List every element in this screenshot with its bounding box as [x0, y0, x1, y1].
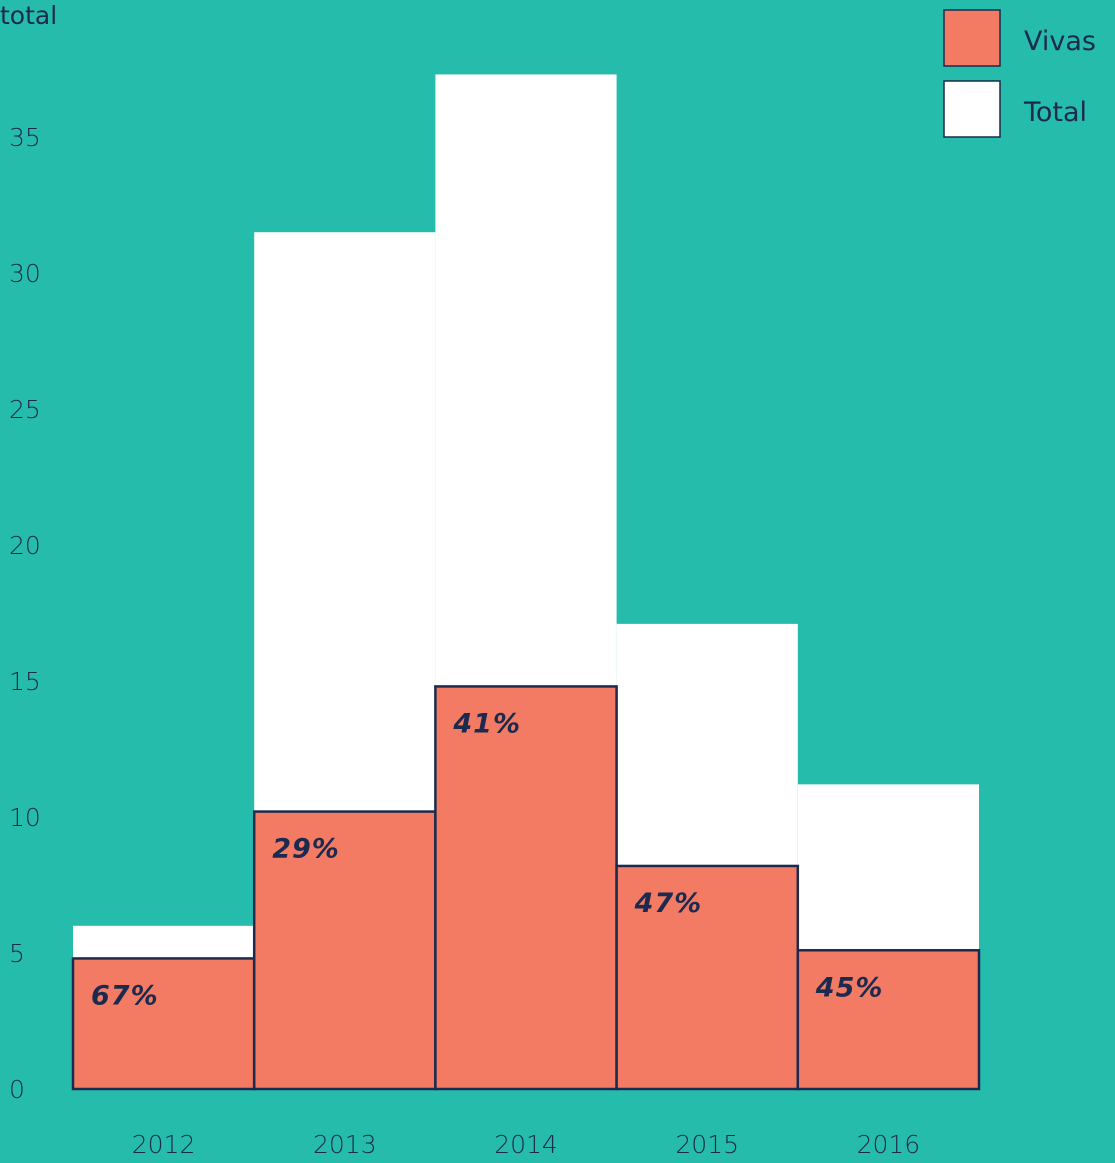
legend-swatch	[943, 80, 1001, 138]
vivas-bar	[434, 685, 618, 1091]
y-tick-label: 0	[9, 1075, 25, 1104]
vivas-bar	[796, 949, 981, 1091]
y-tick-label: 15	[9, 667, 41, 696]
percentage-label: 67%	[91, 980, 159, 1011]
vivas-bar	[615, 864, 800, 1091]
legend-label: Vivas	[1024, 26, 1096, 57]
x-tick-label: 2014	[494, 1130, 558, 1159]
x-axis-ticks: 2012 2013 2014 2015 2016	[132, 1130, 920, 1159]
vivas-series	[71, 685, 981, 1091]
legend-swatch	[943, 9, 1001, 67]
x-tick-label: 2012	[132, 1130, 196, 1159]
percentage-labels: 67% 29% 41% 47% 45%	[91, 708, 884, 1011]
y-tick-label: 25	[9, 395, 41, 424]
percentage-label: 45%	[815, 972, 884, 1003]
percentage-label: 47%	[634, 888, 703, 919]
y-axis-title: total	[0, 1, 57, 30]
percentage-label: 29%	[272, 834, 340, 865]
x-tick-label: 2015	[675, 1130, 739, 1159]
vivas-bar	[71, 957, 256, 1091]
y-tick-label: 35	[9, 123, 41, 152]
legend-label: Total	[1023, 97, 1087, 128]
y-tick-label: 10	[9, 803, 41, 832]
percentage-label: 41%	[452, 708, 521, 739]
y-tick-label: 30	[9, 259, 41, 288]
y-tick-label: 20	[9, 531, 41, 560]
x-tick-label: 2013	[313, 1130, 377, 1159]
legend: Vivas Total	[943, 9, 1096, 138]
y-axis-ticks: 0 5 10 15 20 25 30 35	[9, 123, 41, 1104]
y-tick-label: 5	[9, 939, 25, 968]
x-tick-label: 2016	[857, 1130, 921, 1159]
